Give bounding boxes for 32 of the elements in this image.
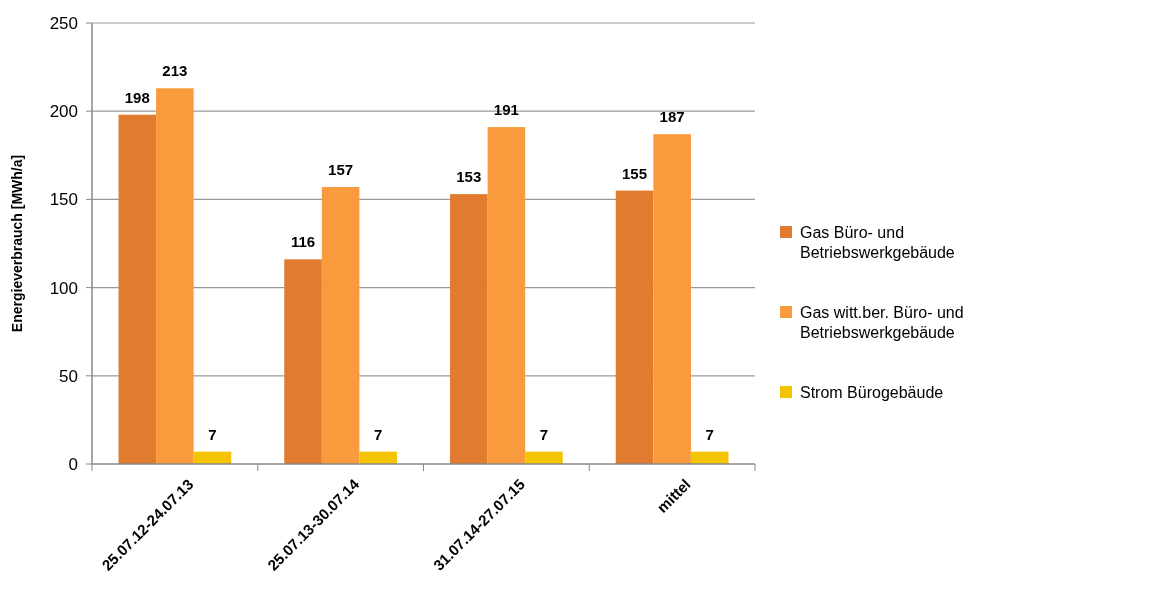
y-axis-title: Energieverbrauch [MWh/a] — [9, 154, 25, 333]
bar — [359, 451, 397, 464]
y-tick-label: 250 — [49, 13, 78, 33]
y-tick-label: 0 — [68, 454, 78, 474]
y-tick-label: 50 — [59, 366, 78, 386]
legend-label: Strom Bürogebäude — [800, 383, 944, 401]
bar — [653, 134, 691, 464]
bar — [487, 127, 526, 464]
y-tick-label: 200 — [49, 102, 78, 122]
bar — [118, 114, 157, 464]
legend-label: Gas Büro- und Betriebswerkgebäude — [800, 223, 955, 261]
data-label: 157 — [328, 161, 354, 179]
bar — [284, 259, 322, 464]
data-label: 7 — [374, 425, 383, 443]
data-label: 153 — [456, 168, 482, 186]
data-label: 187 — [659, 108, 685, 126]
data-label: 155 — [622, 164, 648, 182]
data-label: 213 — [162, 62, 188, 80]
legend-label: Gas witt.ber. Büro- und Betriebswerkgebäude — [800, 303, 964, 341]
bar — [321, 187, 360, 464]
data-label: 191 — [493, 101, 519, 119]
bar — [615, 190, 654, 464]
data-label: 116 — [290, 233, 316, 251]
data-label: 198 — [124, 88, 150, 106]
data-label: 7 — [208, 425, 217, 443]
data-label: 7 — [539, 425, 549, 443]
data-label: 7 — [705, 425, 714, 443]
bar — [156, 88, 194, 464]
bar — [525, 451, 563, 464]
y-tick-label: 150 — [49, 190, 78, 210]
y-tick-label: 100 — [49, 278, 78, 298]
bar — [450, 194, 488, 464]
